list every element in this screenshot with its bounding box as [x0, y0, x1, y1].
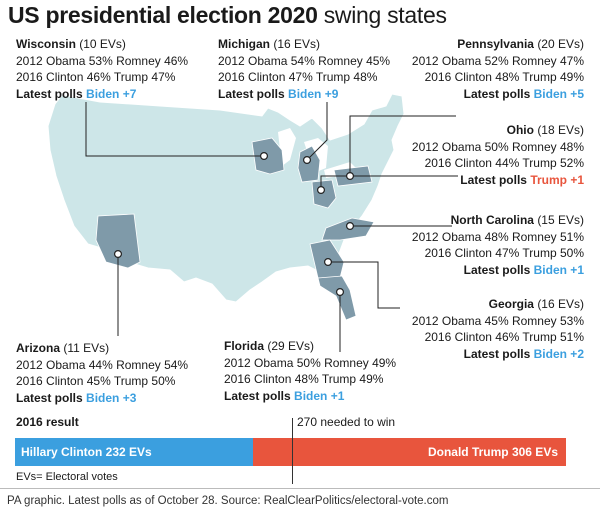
page-title: US presidential election 2020 swing stat…	[8, 2, 447, 28]
arizona-poll-value: Biden +3	[86, 390, 137, 405]
result-bar: Hillary Clinton 232 EVs Donald Trump 306…	[15, 438, 566, 466]
north-carolina-label: North Carolina (15 EVs) 2012 Obama 48% R…	[411, 213, 584, 277]
threshold-label: 270 needed to win	[297, 415, 396, 429]
georgia-poll-value: Biden +2	[533, 346, 584, 361]
georgia-connector	[328, 261, 400, 309]
callout-lines	[85, 102, 458, 352]
florida-dot	[336, 288, 345, 297]
florida-shape	[317, 275, 357, 321]
north-carolina-dot	[346, 222, 355, 231]
pennsylvania-poll-value: Biden +5	[533, 86, 584, 101]
pennsylvania-dot	[346, 172, 355, 181]
florida-poll-value: Biden +1	[294, 388, 345, 403]
evs-note: EVs= Electoral votes	[16, 471, 118, 483]
arizona-dot	[113, 250, 122, 259]
florida-label: Florida (29 EVs) 2012 Obama 50% Romney 4…	[224, 339, 397, 403]
result-heading: 2016 result	[16, 415, 79, 429]
georgia-label: Georgia (16 EVs) 2012 Obama 45% Romney 5…	[411, 297, 584, 361]
us-map	[47, 93, 458, 352]
michigan-dot	[303, 156, 312, 165]
clinton-bar-label: Hillary Clinton 232 EVs	[21, 445, 152, 459]
pennsylvania-label: Pennsylvania (20 EVs) 2012 Obama 52% Rom…	[411, 37, 584, 101]
wisconsin-poll-value: Biden +7	[86, 86, 137, 101]
trump-bar: Donald Trump 306 EVs	[253, 438, 566, 466]
wisconsin-label: Wisconsin (10 EVs) 2012 Obama 53% Romney…	[16, 37, 189, 101]
us-map-base	[47, 93, 405, 307]
swing-states	[95, 137, 375, 321]
state-markers	[113, 152, 355, 297]
pennsylvania-connector	[349, 115, 456, 176]
threshold-line	[292, 418, 293, 484]
wisconsin-connector	[85, 102, 264, 157]
michigan-poll-value: Biden +9	[288, 86, 339, 101]
michigan-label: Michigan (16 EVs) 2012 Obama 54% Romney …	[218, 37, 391, 101]
source-note: PA graphic. Latest polls as of October 2…	[7, 495, 449, 507]
ohio-label: Ohio (18 EVs) 2012 Obama 50% Romney 48% …	[411, 123, 584, 187]
georgia-dot	[324, 258, 333, 267]
arizona-label: Arizona (11 EVs) 2012 Obama 44% Romney 5…	[16, 341, 189, 405]
trump-bar-label: Donald Trump 306 EVs	[427, 445, 558, 459]
footer: PA graphic. Latest polls as of October 2…	[0, 488, 600, 516]
ohio-poll-value: Trump +1	[530, 172, 584, 187]
us-mainland-shape	[47, 93, 405, 307]
ohio-shape	[311, 179, 337, 209]
arizona-shape	[95, 213, 141, 269]
michigan-shape	[297, 145, 321, 183]
clinton-bar: Hillary Clinton 232 EVs	[15, 438, 253, 466]
ohio-connector	[320, 175, 458, 190]
ohio-dot	[317, 186, 326, 195]
great-lakes	[278, 128, 356, 178]
michigan-connector	[306, 102, 328, 161]
north-carolina-poll-value: Biden +1	[533, 262, 584, 277]
wisconsin-dot	[260, 152, 269, 161]
